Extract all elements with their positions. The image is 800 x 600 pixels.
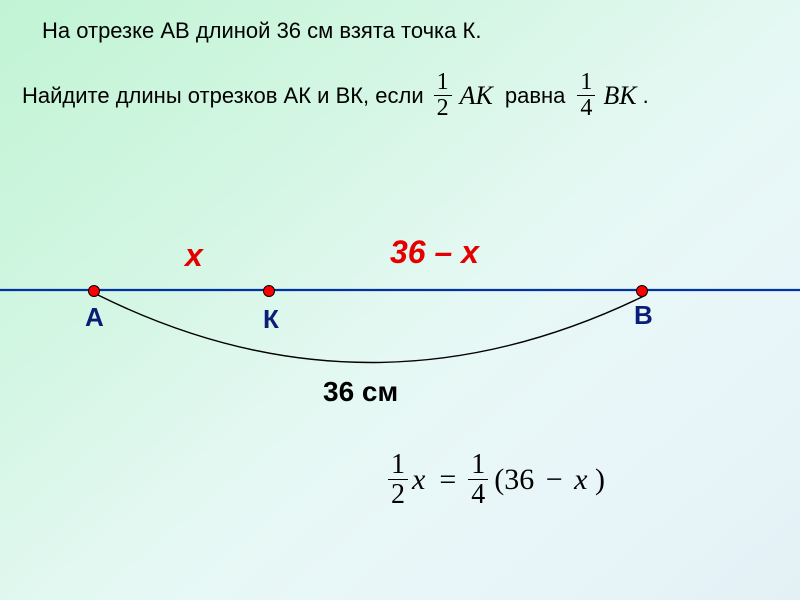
- point-a: [88, 285, 100, 297]
- equation: 1 2 x = 1 4 (36 − x ): [388, 450, 605, 510]
- eq-lhs-num: 1: [388, 450, 408, 479]
- eq-lhs-den: 2: [388, 479, 408, 509]
- point-k: [263, 285, 275, 297]
- total-arc: [98, 295, 646, 363]
- label-a: А: [85, 302, 104, 333]
- frac2-den: 4: [577, 95, 595, 121]
- frac1-var: AK: [460, 81, 493, 111]
- label-b: В: [634, 300, 653, 331]
- eq-rhs-num: 1: [468, 450, 488, 479]
- frac1-den: 2: [434, 95, 452, 121]
- eq-paren-open: (36: [494, 463, 534, 496]
- eq-rhs-x: x: [574, 463, 587, 496]
- frac1-num: 1: [434, 70, 452, 95]
- eq-lhs-var: x: [412, 463, 425, 497]
- frac2-var: BK: [603, 81, 636, 111]
- problem-line2: Найдите длины отрезков АК и ВК, если 1 2…: [22, 70, 649, 121]
- annot-total: 36 см: [323, 376, 398, 408]
- annot-x: x: [185, 237, 203, 274]
- problem-equals: равна: [505, 83, 566, 109]
- label-k: К: [263, 304, 279, 335]
- eq-minus: −: [546, 463, 563, 496]
- annot-rest: 36 – x: [390, 234, 479, 271]
- point-b: [636, 285, 648, 297]
- problem-line1: На отрезке АВ длиной 36 см взята точка К…: [42, 18, 481, 44]
- eq-equals: =: [439, 463, 456, 497]
- eq-paren-close: ): [595, 463, 605, 496]
- problem-line2-part1: Найдите длины отрезков АК и ВК, если: [22, 83, 424, 109]
- problem-dot: .: [643, 83, 649, 109]
- frac2-num: 1: [577, 70, 595, 95]
- eq-rhs-den: 4: [468, 479, 488, 509]
